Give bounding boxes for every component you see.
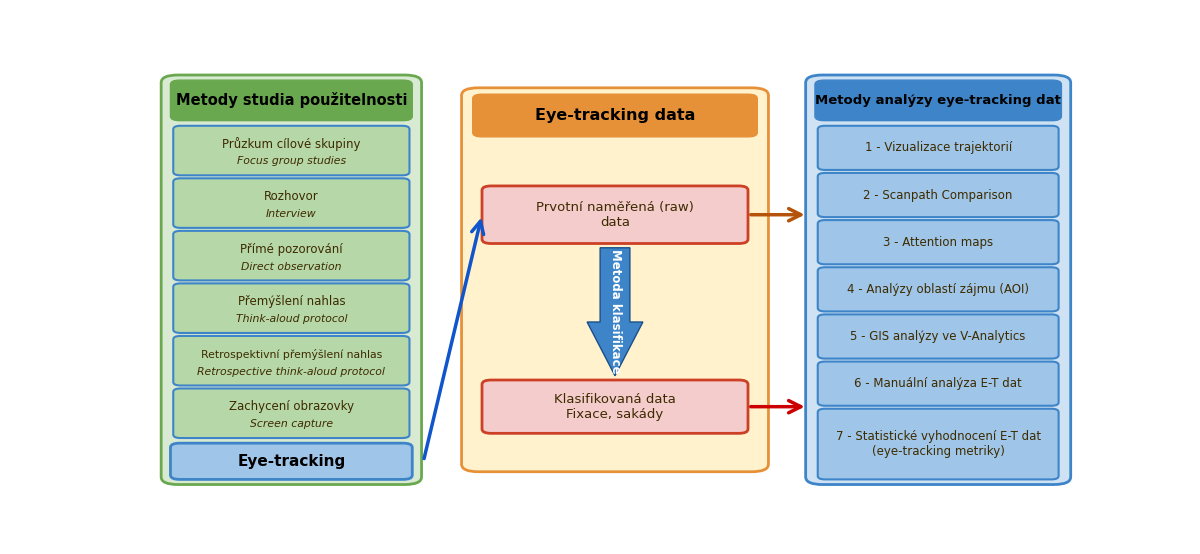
- Text: Focus group studies: Focus group studies: [236, 156, 346, 166]
- FancyBboxPatch shape: [173, 284, 409, 333]
- FancyBboxPatch shape: [462, 88, 768, 472]
- FancyBboxPatch shape: [817, 220, 1058, 264]
- FancyBboxPatch shape: [173, 126, 409, 175]
- FancyBboxPatch shape: [815, 80, 1062, 121]
- FancyBboxPatch shape: [173, 178, 409, 228]
- FancyBboxPatch shape: [805, 75, 1070, 485]
- Text: Eye-tracking data: Eye-tracking data: [535, 108, 695, 123]
- Text: 7 - Statistické vyhodnocení E-T dat
(eye-tracking metriky): 7 - Statistické vyhodnocení E-T dat (eye…: [835, 430, 1040, 458]
- FancyBboxPatch shape: [482, 380, 748, 433]
- Text: 2 - Scanpath Comparison: 2 - Scanpath Comparison: [864, 188, 1013, 202]
- Text: Přemýšlení nahlas: Přemýšlení nahlas: [238, 295, 346, 308]
- Text: Direct observation: Direct observation: [241, 261, 342, 271]
- Text: 5 - GIS analýzy ve V-Analytics: 5 - GIS analýzy ve V-Analytics: [851, 330, 1026, 343]
- FancyBboxPatch shape: [173, 336, 409, 386]
- Text: Přímé pozorování: Přímé pozorování: [240, 243, 343, 256]
- Text: Klasifikovaná data
Fixace, sakády: Klasifikovaná data Fixace, sakády: [554, 393, 676, 420]
- Text: 3 - Attention maps: 3 - Attention maps: [883, 235, 994, 249]
- FancyBboxPatch shape: [817, 173, 1058, 217]
- FancyBboxPatch shape: [817, 409, 1058, 479]
- Text: Think-aloud protocol: Think-aloud protocol: [235, 314, 347, 324]
- FancyBboxPatch shape: [170, 80, 413, 121]
- FancyBboxPatch shape: [817, 315, 1058, 358]
- Text: Rozhovor: Rozhovor: [264, 190, 319, 203]
- Text: Metoda klasifikace: Metoda klasifikace: [608, 249, 622, 374]
- Text: Průzkum cílové skupiny: Průzkum cílové skupiny: [222, 137, 361, 151]
- Text: Zachycení obrazovky: Zachycení obrazovky: [229, 401, 354, 413]
- Polygon shape: [587, 248, 643, 376]
- FancyBboxPatch shape: [817, 126, 1058, 170]
- Text: Metody studia použitelnosti: Metody studia použitelnosti: [175, 93, 407, 109]
- Text: Prvotní naměřená (raw)
data: Prvotní naměřená (raw) data: [536, 201, 694, 229]
- FancyBboxPatch shape: [817, 362, 1058, 406]
- FancyBboxPatch shape: [173, 231, 409, 280]
- FancyBboxPatch shape: [173, 388, 409, 438]
- FancyBboxPatch shape: [817, 267, 1058, 311]
- Text: 1 - Vizualizace trajektorií: 1 - Vizualizace trajektorií: [864, 141, 1012, 155]
- FancyBboxPatch shape: [473, 94, 757, 137]
- FancyBboxPatch shape: [482, 186, 748, 244]
- Text: Screen capture: Screen capture: [250, 419, 332, 429]
- Text: Eye-tracking: Eye-tracking: [238, 454, 346, 469]
- FancyBboxPatch shape: [161, 75, 421, 485]
- Text: Interview: Interview: [266, 209, 317, 219]
- Text: Retrospektivní přemýšlení nahlas: Retrospektivní přemýšlení nahlas: [200, 349, 382, 360]
- Text: Retrospective think-aloud protocol: Retrospective think-aloud protocol: [198, 367, 385, 377]
- Text: Metody analýzy eye-tracking dat: Metody analýzy eye-tracking dat: [815, 94, 1061, 107]
- FancyBboxPatch shape: [170, 443, 413, 479]
- Text: 6 - Manuální analýza E-T dat: 6 - Manuální analýza E-T dat: [854, 377, 1022, 390]
- Text: 4 - Analýzy oblastí zájmu (AOI): 4 - Analýzy oblastí zájmu (AOI): [847, 283, 1030, 296]
